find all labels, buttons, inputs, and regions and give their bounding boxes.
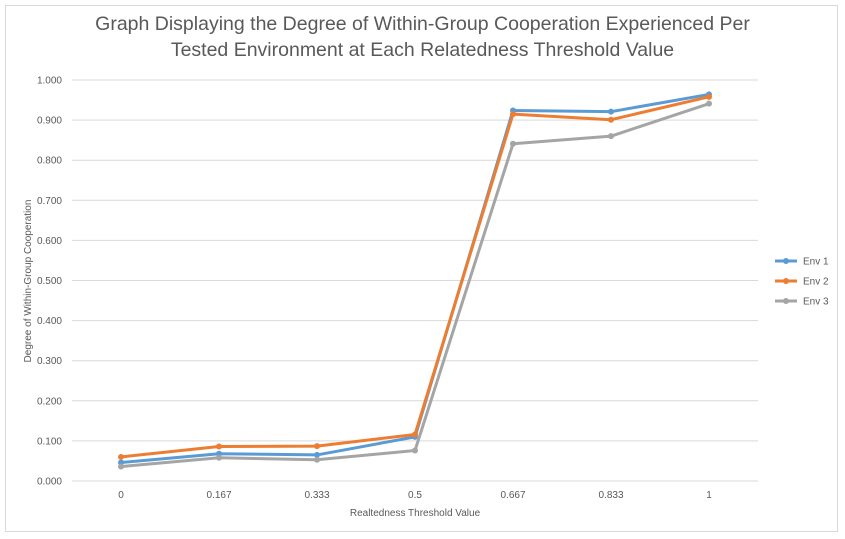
series-lines bbox=[118, 91, 712, 470]
series-line bbox=[119, 95, 711, 459]
legend-marker bbox=[783, 298, 789, 304]
x-tick-label: 0.833 bbox=[598, 490, 623, 501]
data-point bbox=[706, 100, 712, 107]
x-tick-label: 1 bbox=[706, 490, 712, 501]
x-tick-label: 0.5 bbox=[408, 490, 422, 501]
data-point bbox=[314, 443, 320, 450]
data-point bbox=[412, 431, 418, 438]
legend-label: Env 1 bbox=[803, 257, 829, 268]
series-env-1 bbox=[118, 91, 712, 466]
legend-item: Env 2 bbox=[775, 277, 829, 288]
y-tick-label: 0.400 bbox=[37, 316, 62, 327]
data-point bbox=[510, 111, 516, 118]
legend-item: Env 3 bbox=[775, 297, 829, 308]
x-tick-label: 0.667 bbox=[500, 490, 525, 501]
data-point bbox=[118, 463, 124, 470]
data-point bbox=[118, 453, 124, 460]
series-env-3 bbox=[118, 100, 712, 470]
x-tick-label: 0.167 bbox=[206, 490, 231, 501]
y-tick-label: 0.800 bbox=[37, 156, 62, 167]
y-axis-title: Degree of Within-Group Cooperation bbox=[23, 200, 34, 363]
data-point bbox=[608, 133, 614, 140]
data-point bbox=[314, 451, 320, 458]
legend-item: Env 1 bbox=[775, 257, 829, 268]
data-point bbox=[412, 447, 418, 454]
y-tick-label: 0.600 bbox=[37, 236, 62, 247]
x-tick-labels: 0 0.167 0.333 0.5 0.667 0.833 1 bbox=[118, 490, 712, 501]
x-axis-title: Realtedness Threshold Value bbox=[350, 508, 481, 519]
y-tick-label: 0.300 bbox=[37, 356, 62, 367]
chart-frame bbox=[5, 5, 838, 532]
data-point bbox=[608, 116, 614, 123]
y-tick-label: 0.500 bbox=[37, 276, 62, 287]
data-point bbox=[314, 456, 320, 463]
data-point bbox=[216, 454, 222, 461]
x-tick-label: 0 bbox=[118, 490, 124, 501]
y-tick-label: 0.000 bbox=[37, 477, 62, 488]
gridlines bbox=[72, 79, 758, 482]
y-tick-label: 0.100 bbox=[37, 436, 62, 447]
y-tick-labels: 0.000 0.100 0.200 0.300 0.400 0.500 0.600 0.700… bbox=[37, 76, 62, 488]
y-tick-label: 0.900 bbox=[37, 116, 62, 127]
y-tick-label: 1.000 bbox=[37, 76, 62, 87]
legend-label: Env 3 bbox=[803, 297, 829, 308]
data-point bbox=[608, 108, 614, 115]
x-tick-label: 0.333 bbox=[304, 490, 329, 501]
series-env-2 bbox=[118, 93, 712, 460]
legend-label: Env 2 bbox=[803, 277, 829, 288]
data-point bbox=[216, 443, 222, 450]
data-point bbox=[510, 140, 516, 147]
legend-marker bbox=[783, 258, 789, 264]
y-tick-label: 0.700 bbox=[37, 196, 62, 207]
data-point bbox=[706, 93, 712, 100]
legend: Env 1 Env 2 Env 3 bbox=[775, 257, 829, 308]
series-line bbox=[119, 92, 711, 465]
legend-marker bbox=[783, 278, 789, 284]
y-tick-label: 0.200 bbox=[37, 396, 62, 407]
chart-title: Graph Displaying the Degree of Within-Gr… bbox=[95, 13, 750, 61]
series-line bbox=[119, 102, 711, 469]
